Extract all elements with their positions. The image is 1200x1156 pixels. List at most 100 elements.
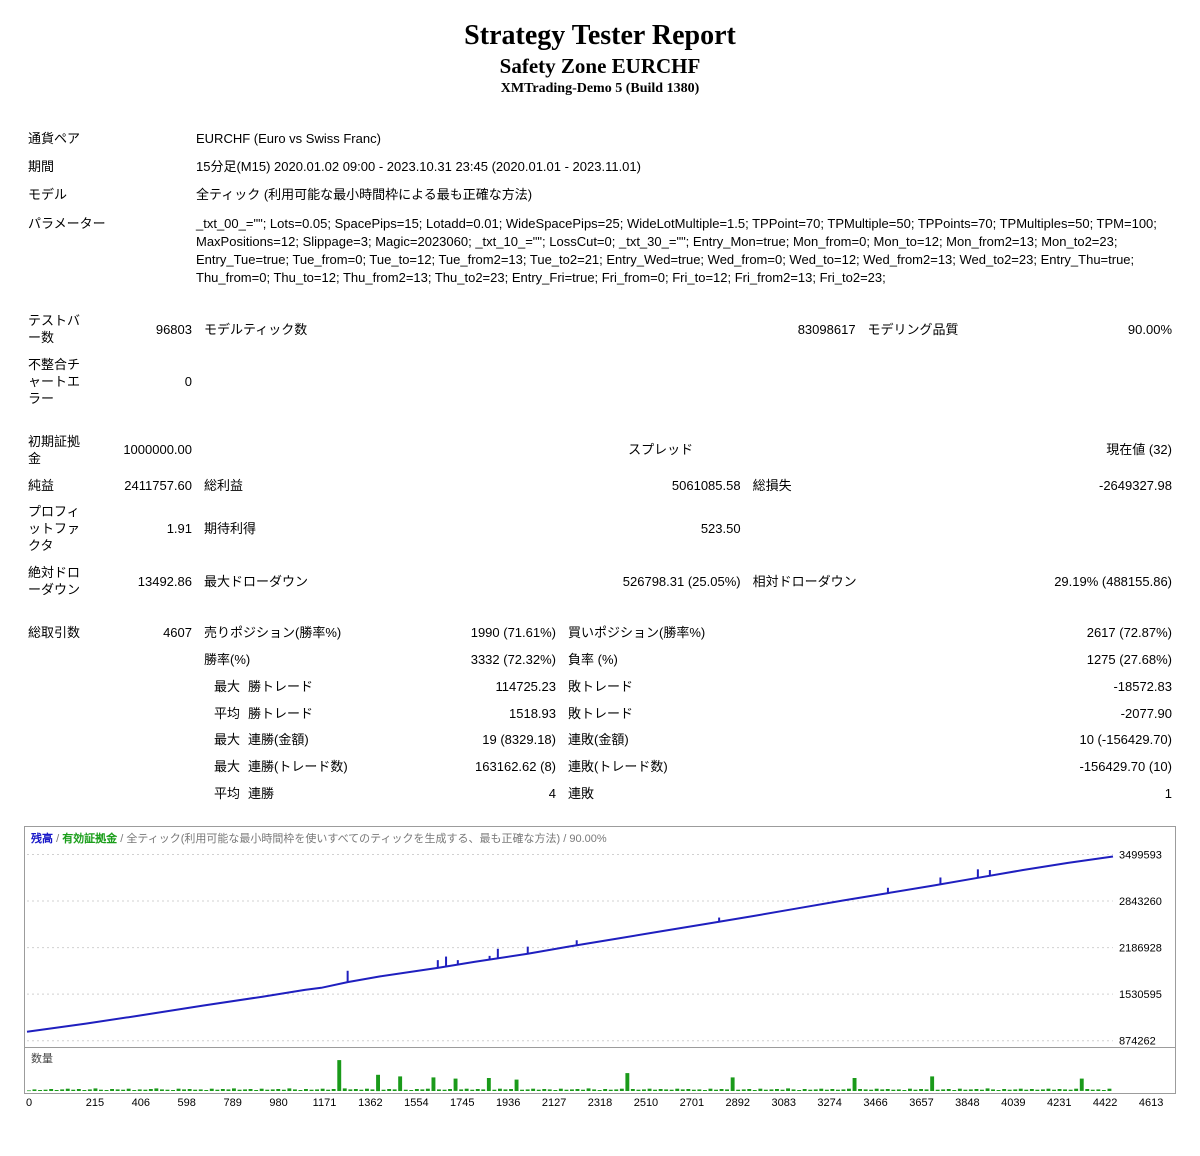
info-table: 通貨ペア EURCHF (Euro vs Swiss Franc) 期間 15分… xyxy=(24,125,1176,292)
bars-value: 96803 xyxy=(90,308,196,352)
short-value: 1990 (71.61%) xyxy=(392,620,560,647)
x-tick: 980 xyxy=(256,1097,302,1109)
sub-max-1: 最大 xyxy=(196,674,244,701)
bars-label: テストバー数 xyxy=(24,308,90,352)
winrate-label: 勝率(%) xyxy=(196,647,392,674)
svg-text:874262: 874262 xyxy=(1119,1036,1156,1047)
spread-label: スプレッド xyxy=(577,429,745,473)
consloss-trades: -156429.70 (10) xyxy=(742,754,1176,781)
legend-desc: 全ティック(利用可能な最小時間枠を使いすべてのティックを生成する、最も正確な方法… xyxy=(126,833,560,845)
svg-text:2186928: 2186928 xyxy=(1119,943,1162,955)
x-tick: 789 xyxy=(210,1097,256,1109)
volume-chart xyxy=(25,1048,1175,1093)
grossloss-label: 総損失 xyxy=(745,473,927,500)
sub-avg-1: 平均 xyxy=(196,701,244,728)
grossprofit-value: 5061085.58 xyxy=(577,473,745,500)
stats-trades: 総取引数 4607 売りポジション(勝率%) 1990 (71.61%) 買いポ… xyxy=(24,620,1176,808)
x-tick: 4422 xyxy=(1082,1097,1128,1109)
x-tick: 1171 xyxy=(302,1097,348,1109)
x-tick: 3466 xyxy=(853,1097,899,1109)
lossrate-value: 1275 (27.68%) xyxy=(742,647,1176,674)
x-tick: 1362 xyxy=(347,1097,393,1109)
largest-loss: -18572.83 xyxy=(742,674,1176,701)
legend-quality: 90.00% xyxy=(569,833,606,845)
ticks-label: モデルティック数 xyxy=(196,308,692,352)
report-header: Strategy Tester Report Safety Zone EURCH… xyxy=(24,20,1176,97)
avg-win: 1518.93 xyxy=(392,701,560,728)
consloss-money-label: 連敗(金額) xyxy=(560,727,742,754)
win-trade-label-1: 勝トレード xyxy=(244,674,392,701)
volume-label: 数量 xyxy=(25,1048,59,1068)
x-tick: 2127 xyxy=(531,1097,577,1109)
x-tick: 2318 xyxy=(577,1097,623,1109)
symbol-label: 通貨ペア xyxy=(24,125,192,153)
sub-avg-2: 平均 xyxy=(196,781,244,808)
equity-chart: 3499593284326021869281530595874262 xyxy=(25,847,1175,1047)
params-label: パラメーター xyxy=(24,210,192,293)
x-tick: 1745 xyxy=(439,1097,485,1109)
x-tick: 1936 xyxy=(485,1097,531,1109)
grossprofit-label: 総利益 xyxy=(196,473,577,500)
symbol-value: EURCHF (Euro vs Swiss Franc) xyxy=(192,125,1176,153)
long-label: 買いポジション(勝率%) xyxy=(560,620,742,647)
x-tick: 4613 xyxy=(1128,1097,1174,1109)
x-tick: 2510 xyxy=(623,1097,669,1109)
win-trade-label-2: 勝トレード xyxy=(244,701,392,728)
winrate-value: 3332 (72.32%) xyxy=(392,647,560,674)
svg-text:2843260: 2843260 xyxy=(1119,896,1162,908)
sub-max-3: 最大 xyxy=(196,754,244,781)
x-axis: 0215406598789980117113621554174519362127… xyxy=(24,1094,1176,1109)
consloss-money: 10 (-156429.70) xyxy=(742,727,1176,754)
x-tick: 3083 xyxy=(761,1097,807,1109)
deposit-value: 1000000.00 xyxy=(90,429,196,473)
conswins-money-label: 連勝(金額) xyxy=(244,727,392,754)
chart-legend: 残高 / 有効証拠金 / 全ティック(利用可能な最小時間枠を使いすべてのティック… xyxy=(25,827,1175,847)
maxdd-label: 最大ドローダウン xyxy=(196,560,577,604)
avg-conswin-label: 連勝 xyxy=(244,781,392,808)
total-trades-label: 総取引数 xyxy=(24,620,90,647)
mismatch-value: 0 xyxy=(90,352,196,413)
volume-panel: 数量 xyxy=(25,1047,1175,1093)
sub-max-2: 最大 xyxy=(196,727,244,754)
reldd-value: 29.19% (488155.86) xyxy=(927,560,1176,604)
legend-equity: 有効証拠金 xyxy=(62,833,117,845)
x-tick: 215 xyxy=(72,1097,118,1109)
spread-value: 現在値 (32) xyxy=(927,429,1176,473)
avg-consloss-label: 連敗 xyxy=(560,781,742,808)
x-tick: 3657 xyxy=(899,1097,945,1109)
deposit-label: 初期証拠金 xyxy=(24,429,90,473)
report-title: Strategy Tester Report xyxy=(24,20,1176,52)
absdd-label: 絶対ドローダウン xyxy=(24,560,90,604)
maxdd-value: 526798.31 (25.05%) xyxy=(577,560,745,604)
ticks-value: 83098617 xyxy=(692,308,860,352)
grossloss-value: -2649327.98 xyxy=(927,473,1176,500)
legend-balance: 残高 xyxy=(31,833,53,845)
pf-value: 1.91 xyxy=(90,499,196,560)
x-tick: 3848 xyxy=(944,1097,990,1109)
netprofit-label: 純益 xyxy=(24,473,90,500)
expected-label: 期待利得 xyxy=(196,499,577,560)
absdd-value: 13492.86 xyxy=(90,560,196,604)
x-tick: 406 xyxy=(118,1097,164,1109)
x-tick: 1554 xyxy=(393,1097,439,1109)
conswins-trades-label: 連勝(トレード数) xyxy=(244,754,392,781)
report-build: XMTrading-Demo 5 (Build 1380) xyxy=(24,81,1176,97)
x-tick: 2892 xyxy=(715,1097,761,1109)
long-value: 2617 (72.87%) xyxy=(742,620,1176,647)
mismatch-label: 不整合チャートエラー xyxy=(24,352,90,413)
period-label: 期間 xyxy=(24,153,192,181)
short-label: 売りポジション(勝率%) xyxy=(196,620,392,647)
x-tick: 4039 xyxy=(990,1097,1036,1109)
conswins-trades: 163162.62 (8) xyxy=(392,754,560,781)
loss-trade-label-1: 敗トレード xyxy=(560,674,742,701)
x-tick: 4231 xyxy=(1036,1097,1082,1109)
params-value: _txt_00_=""; Lots=0.05; SpacePips=15; Lo… xyxy=(192,210,1176,293)
largest-win: 114725.23 xyxy=(392,674,560,701)
model-label: モデル xyxy=(24,181,192,209)
quality-value: 90.00% xyxy=(1042,308,1176,352)
quality-label: モデリング品質 xyxy=(860,308,1042,352)
x-tick: 2701 xyxy=(669,1097,715,1109)
equity-chart-panel: 残高 / 有効証拠金 / 全ティック(利用可能な最小時間枠を使いすべてのティック… xyxy=(24,826,1176,1094)
reldd-label: 相対ドローダウン xyxy=(745,560,927,604)
x-tick: 0 xyxy=(26,1097,72,1109)
